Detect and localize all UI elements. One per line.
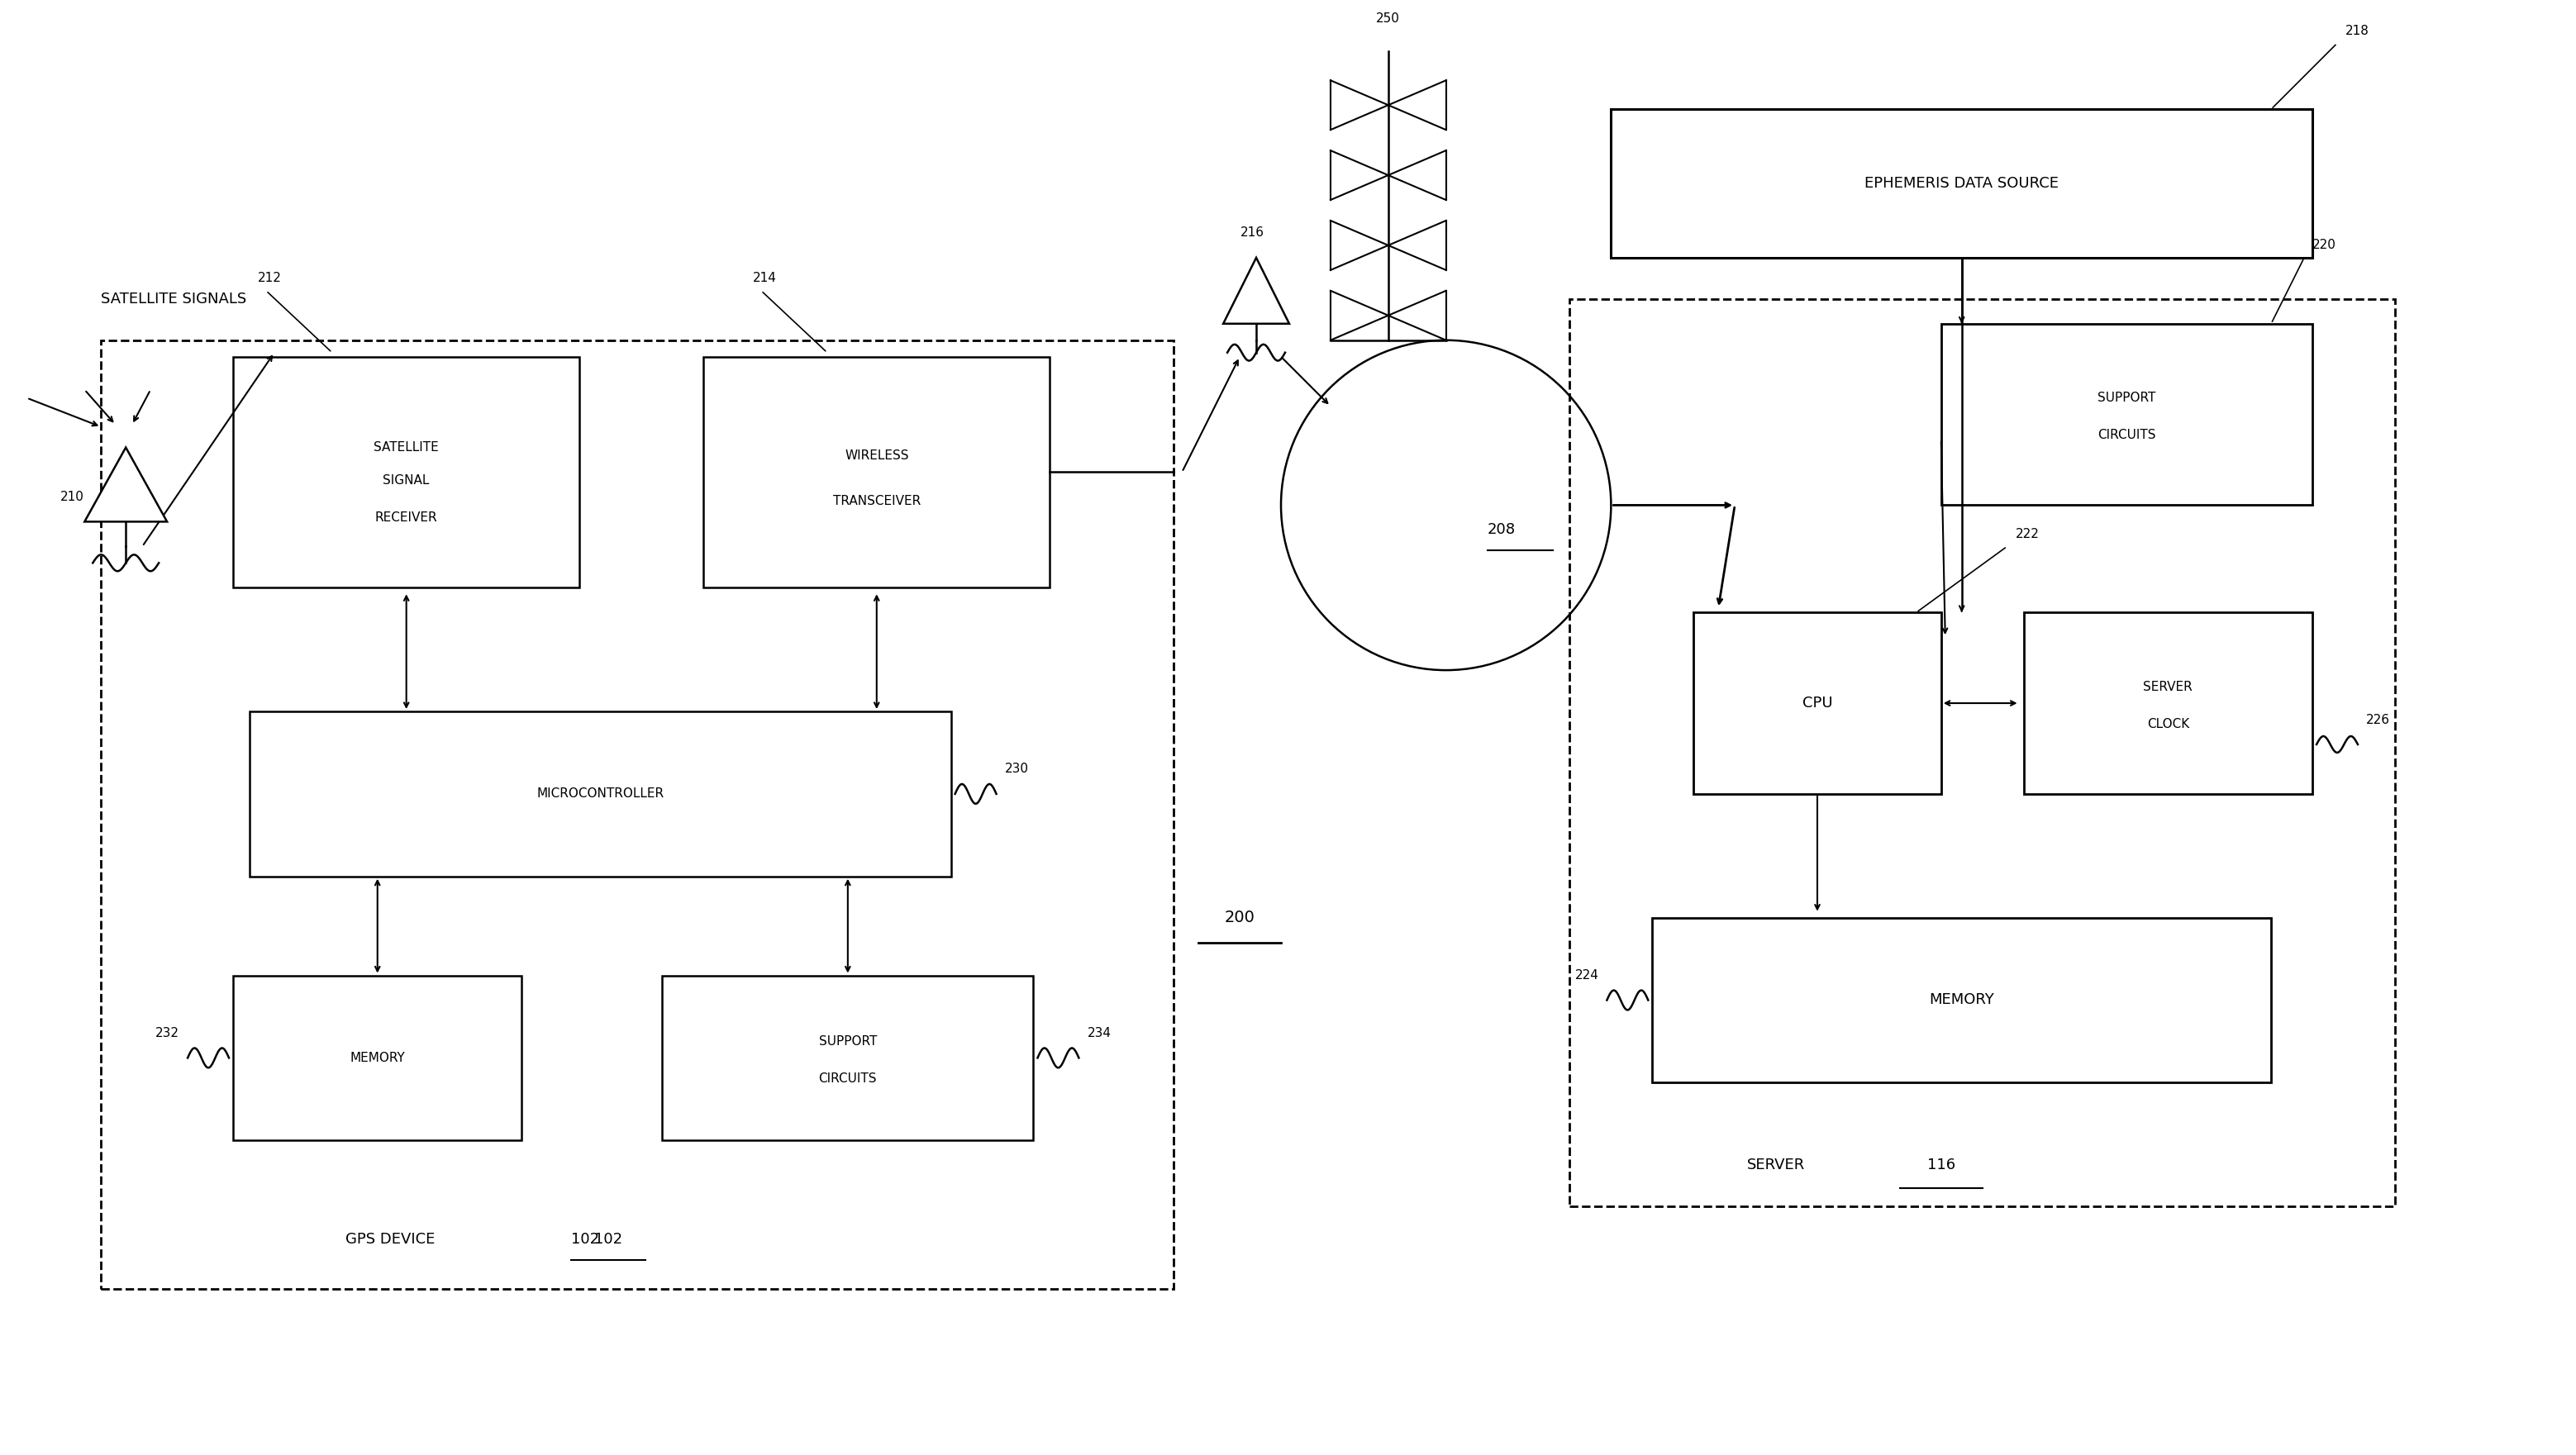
Text: 216: 216: [1239, 227, 1265, 239]
Text: GPS DEVICE: GPS DEVICE: [345, 1232, 435, 1247]
Text: 200: 200: [1224, 909, 1255, 925]
Text: 232: 232: [155, 1027, 180, 1039]
Bar: [1651, 918, 2272, 1083]
Text: TRANSCEIVER: TRANSCEIVER: [832, 495, 920, 508]
Text: 102: 102: [595, 1232, 623, 1247]
Text: SIGNAL: SIGNAL: [384, 474, 430, 486]
Bar: [1692, 613, 1942, 794]
Text: CIRCUITS: CIRCUITS: [819, 1072, 876, 1085]
Text: 116: 116: [1927, 1158, 1955, 1173]
Bar: [250, 711, 951, 876]
Text: 212: 212: [258, 272, 281, 285]
Text: SATELLITE SIGNALS: SATELLITE SIGNALS: [100, 291, 247, 307]
Text: RECEIVER: RECEIVER: [376, 511, 438, 524]
Text: 250: 250: [1376, 12, 1401, 25]
Text: 210: 210: [59, 490, 85, 503]
Text: MEMORY: MEMORY: [1929, 992, 1994, 1007]
Text: 224: 224: [1574, 969, 1600, 982]
Bar: [100, 340, 1175, 1289]
Polygon shape: [1224, 258, 1288, 323]
Bar: [232, 356, 580, 588]
Text: CLOCK: CLOCK: [2146, 717, 2190, 730]
Bar: [2025, 613, 2313, 794]
Text: 226: 226: [2365, 713, 2391, 726]
Text: SERVER: SERVER: [1747, 1158, 1806, 1173]
Text: 102: 102: [572, 1232, 600, 1247]
Text: 222: 222: [2014, 528, 2040, 540]
Text: EPHEMERIS DATA SOURCE: EPHEMERIS DATA SOURCE: [1865, 176, 2058, 191]
Text: 230: 230: [1005, 762, 1028, 776]
Text: SUPPORT: SUPPORT: [2097, 391, 2156, 404]
Text: 214: 214: [752, 272, 778, 285]
Text: MICROCONTROLLER: MICROCONTROLLER: [536, 787, 665, 800]
Text: SUPPORT: SUPPORT: [819, 1035, 876, 1048]
Text: 234: 234: [1087, 1027, 1110, 1039]
Text: 208: 208: [1486, 522, 1515, 537]
Text: 218: 218: [2344, 25, 2370, 36]
Text: WIRELESS: WIRELESS: [845, 450, 909, 461]
Text: MEMORY: MEMORY: [350, 1052, 404, 1064]
Text: SERVER: SERVER: [2143, 681, 2192, 693]
Bar: [1942, 323, 2313, 505]
Text: CIRCUITS: CIRCUITS: [2097, 429, 2156, 441]
Polygon shape: [85, 448, 167, 522]
Text: SATELLITE: SATELLITE: [374, 441, 438, 454]
Text: 220: 220: [2313, 239, 2336, 252]
Bar: [662, 975, 1033, 1141]
Bar: [1610, 109, 2313, 258]
Bar: [1569, 298, 2396, 1206]
Text: CPU: CPU: [1803, 695, 1832, 710]
Bar: [703, 356, 1051, 588]
Bar: [232, 975, 523, 1141]
